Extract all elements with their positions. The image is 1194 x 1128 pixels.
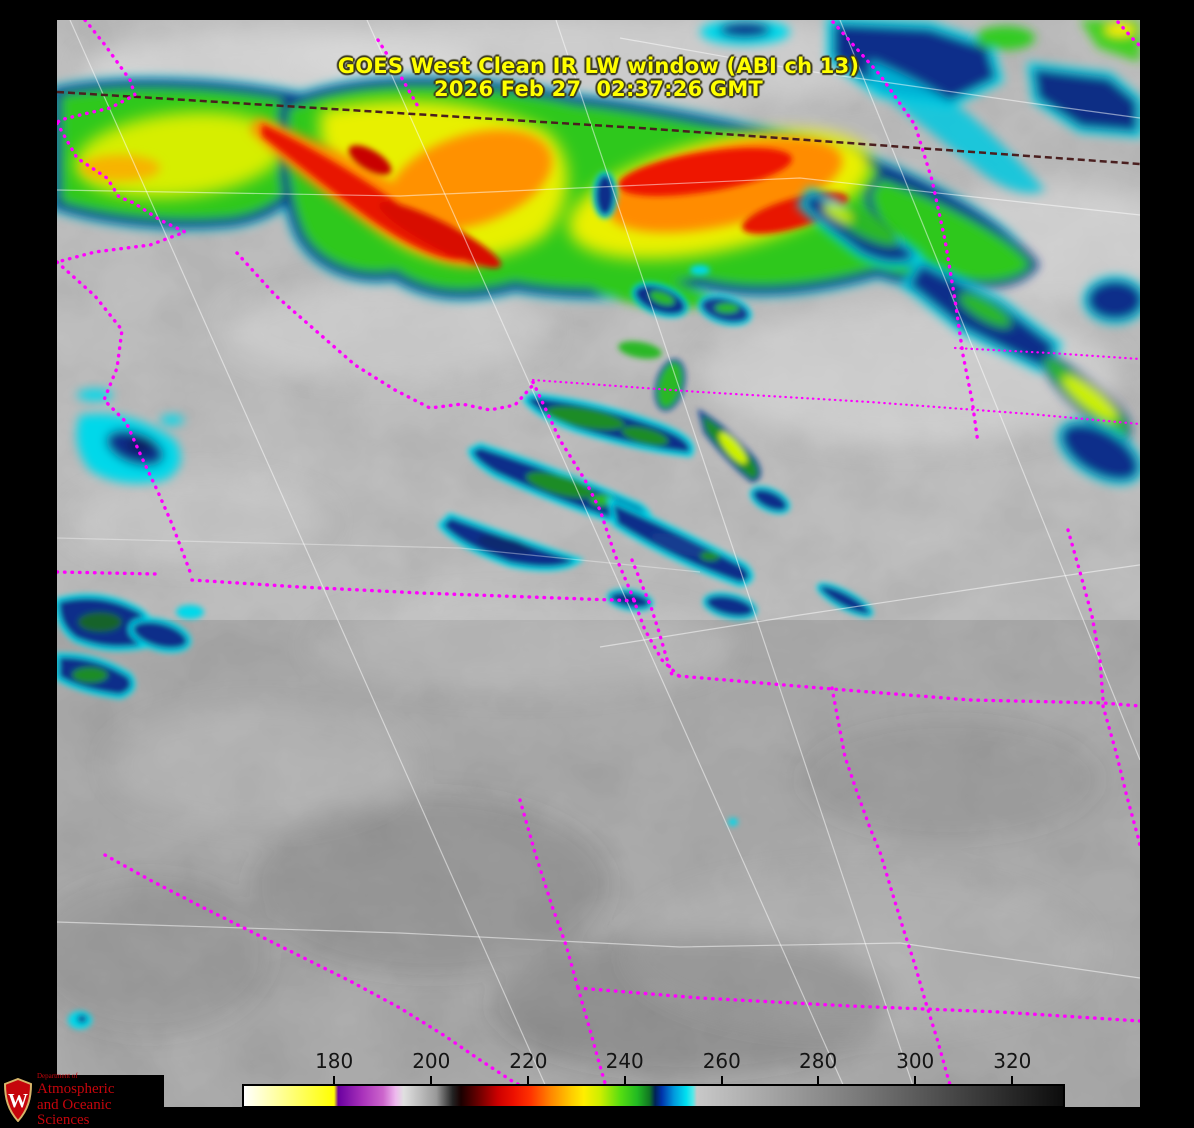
dark-latitude-line <box>57 90 1140 166</box>
colorbar-gradient <box>242 1084 1065 1107</box>
colorbar-tick-label: 260 <box>702 1049 741 1073</box>
satellite-image-region: GOES West Clean IR LW window (ABI ch 13)… <box>57 20 1140 1107</box>
colorbar-tick-label: 200 <box>412 1049 451 1073</box>
colorbar-tick-label: 320 <box>993 1049 1032 1073</box>
colorbar-tick-label: 240 <box>605 1049 644 1073</box>
colorbar-tick <box>430 1076 433 1084</box>
colorbar-tick <box>720 1076 723 1084</box>
uw-aos-logo: W Department of Atmospheric and Oceanic … <box>0 1071 164 1128</box>
colorbar-tick <box>333 1076 336 1084</box>
svg-text:W: W <box>8 1090 28 1112</box>
colorbar-tick-label: 300 <box>896 1049 935 1073</box>
logo-text: Department of Atmospheric and Oceanic Sc… <box>37 1071 164 1128</box>
state-boundaries-layer <box>57 20 1140 1107</box>
logo-line2: and Oceanic Sciences <box>37 1096 112 1128</box>
logo-department: Department of <box>37 1071 78 1080</box>
colorbar-tick-label: 280 <box>799 1049 838 1073</box>
graticule-layer <box>57 20 1140 1107</box>
logo-line1: Atmospheric <box>37 1080 115 1097</box>
colorbar: 180 200 220 240 260 280 300 320 <box>242 1035 1067 1107</box>
colorbar-tick <box>527 1076 530 1084</box>
uw-crest-icon: W <box>3 1078 33 1122</box>
colorbar-tick-label: 220 <box>509 1049 548 1073</box>
thin-boundaries-layer <box>531 346 1140 426</box>
colorbar-tick-label: 180 <box>315 1049 354 1073</box>
satellite-image <box>57 20 1140 1107</box>
colorbar-tick <box>817 1076 820 1084</box>
colorbar-tick <box>623 1076 626 1084</box>
colorbar-tick <box>914 1076 917 1084</box>
colorbar-tick <box>1011 1076 1014 1084</box>
